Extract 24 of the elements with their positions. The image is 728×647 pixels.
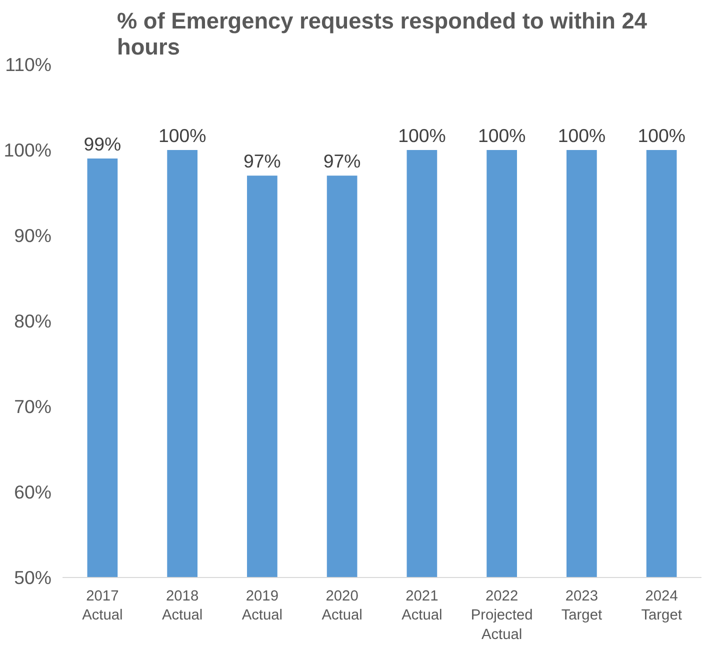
data-label: 100% bbox=[398, 125, 446, 146]
y-tick-label: 80% bbox=[14, 310, 52, 332]
data-label: 99% bbox=[84, 134, 122, 155]
x-tick-label: 2023 Target bbox=[561, 588, 602, 624]
y-tick-label: 50% bbox=[14, 567, 52, 588]
x-tick-label: 2018 Actual bbox=[162, 588, 203, 624]
x-tick-label: 2019 Actual bbox=[242, 588, 283, 624]
y-tick-label: 90% bbox=[14, 225, 52, 246]
x-tick-label: 2022 Projected Actual bbox=[470, 588, 533, 643]
x-tick-label: 2017 Actual bbox=[82, 588, 123, 624]
data-label: 100% bbox=[478, 125, 526, 146]
data-label: 100% bbox=[638, 125, 686, 146]
data-label: 97% bbox=[244, 150, 281, 172]
x-tick-label: 2020 Actual bbox=[322, 588, 362, 624]
y-tick-label: 100% bbox=[4, 140, 52, 160]
x-tick-label: 2024 Target bbox=[641, 588, 682, 624]
data-label: 100% bbox=[558, 125, 606, 146]
y-tick-label: 60% bbox=[14, 482, 52, 502]
x-tick-label: 2021 Actual bbox=[402, 588, 442, 624]
y-tick-label: 110% bbox=[5, 54, 52, 75]
y-tick-label: 70% bbox=[14, 396, 52, 417]
chart-title: % of Emergency requests responded to within 24 hours bbox=[116, 8, 648, 60]
data-label: 100% bbox=[158, 125, 206, 146]
data-label: 97% bbox=[323, 150, 361, 172]
